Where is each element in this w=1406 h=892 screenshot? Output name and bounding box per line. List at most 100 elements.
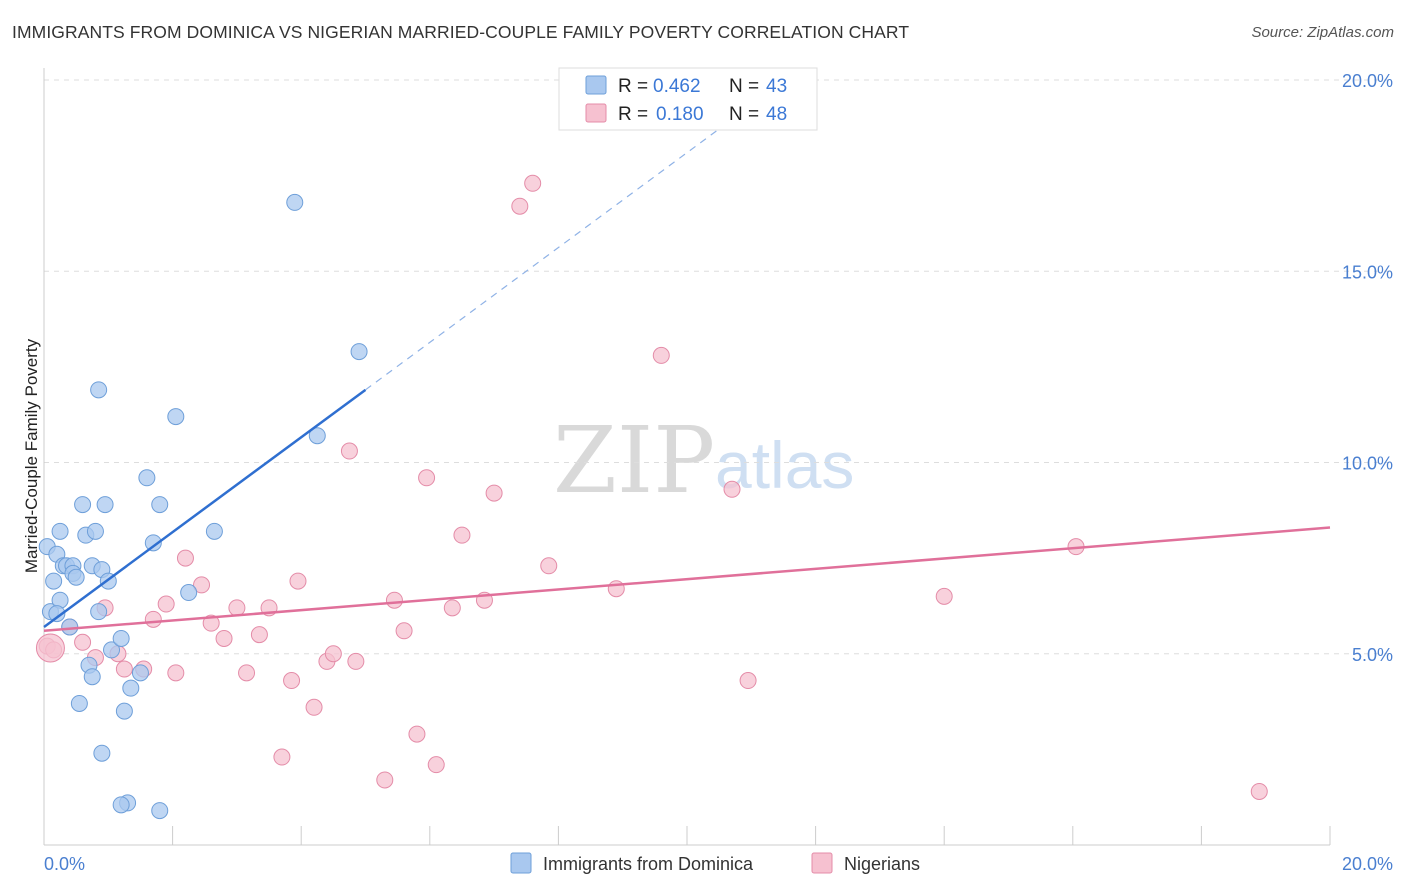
data-point-dominica: [115, 702, 133, 720]
data-point-dominica: [308, 427, 326, 445]
legend-swatch-blue: [585, 75, 607, 95]
data-point-nigerians: [935, 587, 953, 605]
data-point-nigerians: [376, 771, 394, 789]
data-point-nigerians: [176, 549, 194, 567]
y-tick-labels: 5.0% 10.0% 15.0% 20.0%: [1342, 71, 1393, 665]
data-point-dominica: [51, 522, 69, 540]
data-point-dominica: [151, 802, 169, 820]
nigerians-points: [35, 174, 1268, 800]
watermark-zip: ZIP: [553, 407, 715, 514]
data-point-dominica: [112, 629, 130, 647]
data-point-nigerians: [723, 480, 741, 498]
data-point-dominica: [286, 193, 304, 211]
x-tick-label-max: 20.0%: [1342, 854, 1393, 874]
data-point-dominica: [138, 469, 156, 487]
data-point-nigerians: [443, 599, 461, 617]
trend-line-dominica: [43, 388, 367, 628]
data-point-nigerians: [144, 610, 162, 628]
data-point-nigerians: [250, 626, 268, 644]
trend-lines: [43, 104, 1331, 633]
data-point-dominica: [90, 381, 108, 399]
data-point-dominica: [90, 603, 108, 621]
legend-n-label-pink: N =: [729, 104, 759, 125]
data-point-dominica: [48, 605, 66, 623]
data-point-nigerians: [427, 756, 445, 774]
y-axis-label: Married-Couple Family Poverty: [22, 338, 41, 573]
data-point-nigerians: [347, 652, 365, 670]
data-point-nigerians: [485, 484, 503, 502]
data-point-dominica: [350, 343, 368, 361]
watermark: ZIP atlas: [553, 407, 854, 514]
data-point-dominica: [144, 534, 162, 552]
y-tick-label: 15.0%: [1342, 262, 1393, 282]
chart-title: IMMIGRANTS FROM DOMINICA VS NIGERIAN MAR…: [12, 22, 910, 42]
data-point-dominica: [151, 496, 169, 514]
legend-n-label-blue: N =: [729, 76, 759, 97]
trend-line-dominica-extension: [365, 104, 752, 391]
data-point-dominica: [103, 641, 121, 659]
y-tick-label: 10.0%: [1342, 454, 1393, 474]
legend-r-label-blue: R =: [618, 76, 648, 97]
series-legend-label-nigerians: Nigerians: [844, 854, 920, 874]
data-point-dominica: [67, 568, 85, 586]
data-point-nigerians: [385, 591, 403, 609]
axes: [43, 68, 1331, 846]
data-point-nigerians: [340, 442, 358, 460]
data-point-nigerians: [540, 557, 558, 575]
data-point-nigerians: [35, 633, 65, 663]
data-point-dominica: [93, 744, 111, 762]
data-point-dominica: [122, 679, 140, 697]
legend-n-value-pink: 48: [766, 104, 787, 125]
legend-r-label-pink: R =: [618, 104, 648, 125]
series-legend-label-dominica: Immigrants from Dominica: [543, 854, 754, 874]
legend-swatch-pink: [585, 103, 607, 123]
data-point-dominica: [45, 572, 63, 590]
data-point-dominica: [112, 796, 130, 814]
data-point-nigerians: [739, 672, 757, 690]
data-point-dominica: [70, 694, 88, 712]
data-point-nigerians: [607, 580, 625, 598]
series-legend-swatch-nigerians: [811, 852, 833, 874]
data-point-nigerians: [524, 174, 542, 192]
data-point-nigerians: [395, 622, 413, 640]
data-point-nigerians: [215, 629, 233, 647]
data-point-nigerians: [1250, 782, 1268, 800]
data-point-nigerians: [167, 664, 185, 682]
data-point-nigerians: [289, 572, 307, 590]
data-point-nigerians: [115, 660, 133, 678]
data-point-nigerians: [408, 725, 426, 743]
data-point-nigerians: [202, 614, 220, 632]
data-point-dominica: [205, 522, 223, 540]
data-point-dominica: [180, 584, 198, 602]
source-label: Source: ZipAtlas.com: [1251, 24, 1394, 41]
data-point-nigerians: [511, 197, 529, 215]
legend-r-value-pink: 0.180: [656, 104, 704, 125]
data-point-nigerians: [652, 346, 670, 364]
data-point-dominica: [86, 522, 104, 540]
y-tick-label: 20.0%: [1342, 71, 1393, 91]
series-legend: Immigrants from Dominica Nigerians: [510, 852, 920, 874]
data-point-nigerians: [238, 664, 256, 682]
data-point-nigerians: [324, 645, 342, 663]
x-tick-labels: 0.0% 20.0%: [44, 854, 1393, 874]
data-point-dominica: [167, 408, 185, 426]
data-point-dominica: [74, 496, 92, 514]
dominica-points: [38, 193, 368, 820]
data-point-nigerians: [273, 748, 291, 766]
data-point-dominica: [61, 618, 79, 636]
data-point-nigerians: [453, 526, 471, 544]
legend-r-value-blue: 0.462: [653, 76, 701, 97]
correlation-legend: R = 0.462 N = 43 R = 0.180 N = 48: [558, 67, 818, 131]
data-point-nigerians: [157, 595, 175, 613]
gridlines: [44, 79, 1393, 655]
x-tick-label-min: 0.0%: [44, 854, 85, 874]
y-tick-label: 5.0%: [1352, 645, 1393, 665]
data-point-nigerians: [74, 633, 92, 651]
data-point-nigerians: [418, 469, 436, 487]
data-point-dominica: [131, 664, 149, 682]
trend-line-nigerians: [43, 526, 1331, 633]
data-point-nigerians: [305, 698, 323, 716]
legend-n-value-blue: 43: [766, 76, 787, 97]
data-point-nigerians: [228, 599, 246, 617]
